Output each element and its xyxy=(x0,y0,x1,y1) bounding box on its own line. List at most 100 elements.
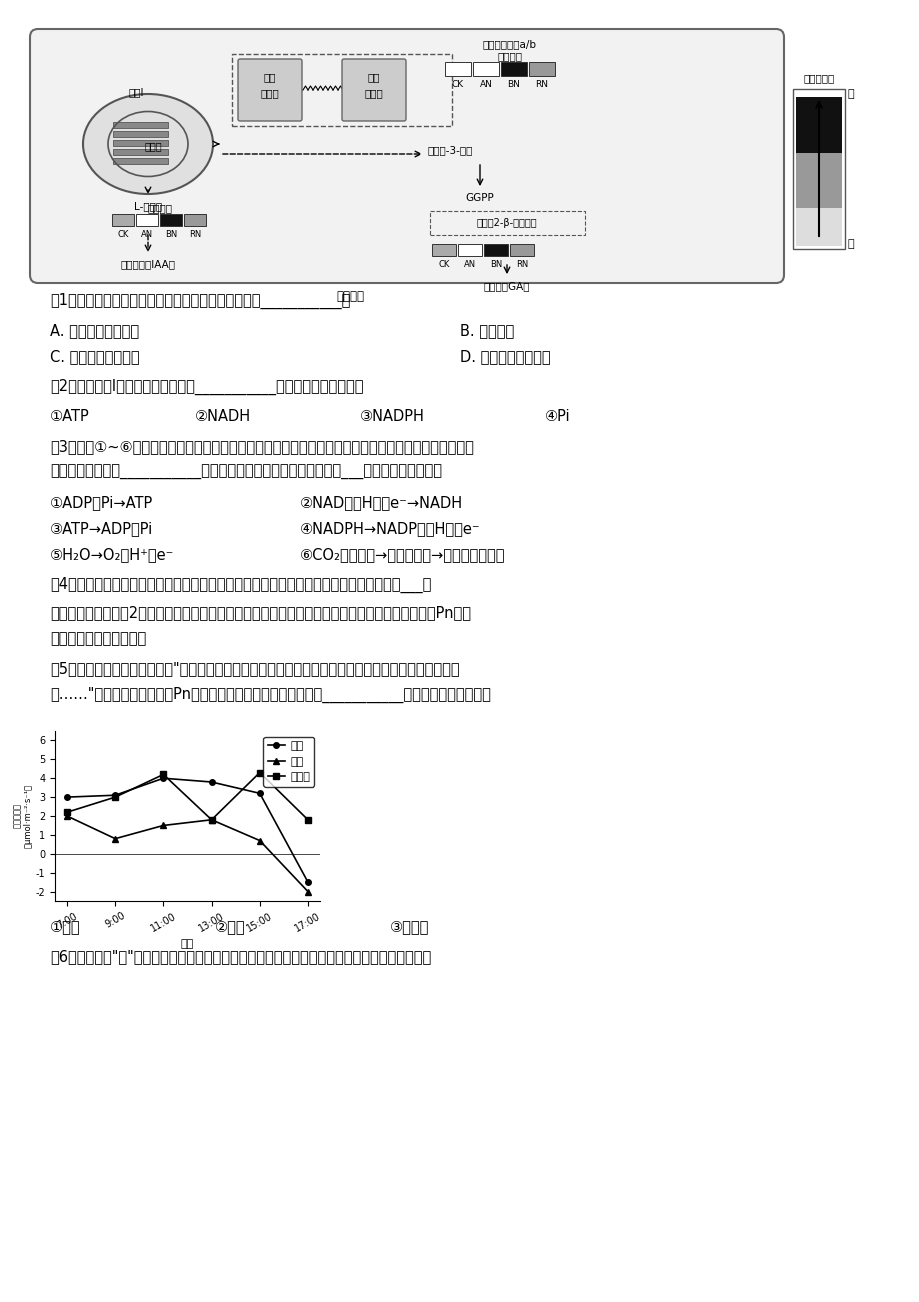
Text: GGPP: GGPP xyxy=(465,193,494,203)
Bar xyxy=(184,214,206,227)
Ellipse shape xyxy=(83,94,213,194)
Legend: 晴天, 阴天, 多云天: 晴天, 阴天, 多云天 xyxy=(263,737,314,786)
X-axis label: 时间: 时间 xyxy=(181,939,194,949)
Text: 复合物: 复合物 xyxy=(260,89,279,98)
Bar xyxy=(113,122,168,128)
Text: 复合物: 复合物 xyxy=(364,89,383,98)
Text: CK: CK xyxy=(118,230,129,240)
Text: 连接蛋白: 连接蛋白 xyxy=(497,51,522,61)
Line: 多云天: 多云天 xyxy=(64,769,311,823)
Bar xyxy=(472,62,498,76)
Bar xyxy=(112,214,134,227)
Line: 阴天: 阴天 xyxy=(64,814,311,894)
多云天 xyxy=(206,812,217,828)
Text: （5）宋代《北苑别录》记载："茶园内为桐木则留焉。桐木之性与茶相宜，茶至夏而畏日，桐木至春而渐: （5）宋代《北苑别录》记载："茶园内为桐木则留焉。桐木之性与茶相宜，茶至夏而畏日… xyxy=(50,661,460,676)
Text: ①晴天: ①晴天 xyxy=(50,919,81,934)
Text: ④NADPH→NADP＋＋H＋＋e⁻: ④NADPH→NADP＋＋H＋＋e⁻ xyxy=(300,521,480,536)
Text: 结构I: 结构I xyxy=(128,87,143,98)
Bar xyxy=(792,89,844,249)
Text: BN: BN xyxy=(165,230,177,240)
多云天 xyxy=(62,805,73,820)
Bar xyxy=(136,214,158,227)
Text: A. 光能的捕获与转换: A. 光能的捕获与转换 xyxy=(50,323,139,339)
阴天 xyxy=(206,812,217,828)
Bar xyxy=(113,141,168,146)
Bar xyxy=(795,98,841,154)
Bar xyxy=(113,132,168,137)
Text: 光系统叶绿素a/b: 光系统叶绿素a/b xyxy=(482,39,537,49)
Bar xyxy=(509,243,533,256)
晴天 xyxy=(302,875,313,891)
Text: RN: RN xyxy=(516,260,528,270)
Text: 赤霉素（GA）: 赤霉素（GA） xyxy=(483,281,529,292)
Text: ⑥CO₂＋五碳糖→三碳化合物→三碳糖和五碳糖: ⑥CO₂＋五碳糖→三碳化合物→三碳糖和五碳糖 xyxy=(300,547,505,562)
Text: BN: BN xyxy=(507,79,520,89)
Text: CK: CK xyxy=(451,79,463,89)
Text: 吲哚乙酸（IAA）: 吲哚乙酸（IAA） xyxy=(120,259,176,270)
FancyBboxPatch shape xyxy=(30,29,783,283)
Text: ③多云天: ③多云天 xyxy=(390,919,429,934)
晴天 xyxy=(206,775,217,790)
FancyBboxPatch shape xyxy=(238,59,301,121)
Text: 多: 多 xyxy=(847,89,854,99)
Bar xyxy=(501,62,527,76)
阴天 xyxy=(109,831,120,846)
Text: 赤霉素2-β-双加氧酶: 赤霉素2-β-双加氧酶 xyxy=(476,217,537,228)
Text: 捕光: 捕光 xyxy=(264,72,276,82)
Text: 茶园间作（相间种植2种或以上植物）也是提高茶树品质的一种方法，不但有利于提高净光合速率（Pn），: 茶园间作（相间种植2种或以上植物）也是提高茶树品质的一种方法，不但有利于提高净光… xyxy=(50,605,471,620)
Text: （6）土壤中的"氮"俗称茶树的生命元素。在缺氮土壤中，茶树细胞内物质含量不直接受影响的是: （6）土壤中的"氮"俗称茶树的生命元素。在缺氮土壤中，茶树细胞内物质含量不直接受… xyxy=(50,949,431,963)
Text: 三碳糖: 三碳糖 xyxy=(144,141,162,151)
阴天 xyxy=(62,809,73,824)
Text: 叶肉细胞: 叶肉细胞 xyxy=(335,290,364,303)
Text: （3）下列①~⑥表示茶树叶肉细胞内的部分物质变化。据上图判断，蓝光对吲哚乙酸生物合成的影响主要: （3）下列①~⑥表示茶树叶肉细胞内的部分物质变化。据上图判断，蓝光对吲哚乙酸生物… xyxy=(50,439,473,454)
Text: 表现在光合作用的___________反应阶段，该阶段主要的物质变化是___（用下列编号选填）: 表现在光合作用的___________反应阶段，该阶段主要的物质变化是___（用… xyxy=(50,465,441,480)
Text: ⑤H₂O→O₂＋H⁺＋e⁻: ⑤H₂O→O₂＋H⁺＋e⁻ xyxy=(50,547,175,562)
晴天 xyxy=(158,771,169,786)
Line: 晴天: 晴天 xyxy=(64,776,311,885)
Bar xyxy=(795,208,841,246)
Bar xyxy=(458,243,482,256)
Text: 捕光: 捕光 xyxy=(368,72,380,82)
阴天 xyxy=(158,818,169,833)
Text: C. 储能化合物的消耗: C. 储能化合物的消耗 xyxy=(50,349,140,365)
Text: ②NAD＋＋H＋＋e⁻→NADH: ②NAD＋＋H＋＋e⁻→NADH xyxy=(300,495,462,510)
阴天 xyxy=(254,833,265,849)
Text: RN: RN xyxy=(188,230,201,240)
Text: BN: BN xyxy=(489,260,502,270)
Text: ②NADH: ②NADH xyxy=(195,409,251,424)
Text: L-色氨酸: L-色氨酸 xyxy=(134,201,162,211)
Bar xyxy=(483,243,507,256)
Text: 甘油醛-3-磷酸: 甘油醛-3-磷酸 xyxy=(427,145,473,155)
Text: AN: AN xyxy=(463,260,475,270)
Bar xyxy=(429,211,584,234)
Text: ①ADP＋Pi→ATP: ①ADP＋Pi→ATP xyxy=(50,495,153,510)
Bar xyxy=(445,62,471,76)
Text: AN: AN xyxy=(479,79,492,89)
Bar xyxy=(528,62,554,76)
Text: ③ATP→ADP＋Pi: ③ATP→ADP＋Pi xyxy=(50,521,153,536)
Y-axis label: 净光合速率
（μmol·m⁻²·s⁻¹）: 净光合速率 （μmol·m⁻²·s⁻¹） xyxy=(14,784,33,848)
Text: 蛋白质含量: 蛋白质含量 xyxy=(802,73,834,83)
多云天 xyxy=(302,812,313,828)
Text: 少: 少 xyxy=(847,240,854,249)
FancyBboxPatch shape xyxy=(342,59,405,121)
晴天 xyxy=(62,789,73,805)
晴天 xyxy=(109,788,120,803)
Text: （1）据图推测，下列反应可能与捕光复合物有关的是___________。: （1）据图推测，下列反应可能与捕光复合物有关的是___________。 xyxy=(50,293,350,309)
Text: 酶脱氨酶: 酶脱氨酶 xyxy=(147,203,173,214)
Text: AN: AN xyxy=(141,230,153,240)
Bar xyxy=(113,148,168,155)
Text: ②阴天: ②阴天 xyxy=(215,919,245,934)
Text: CK: CK xyxy=(437,260,449,270)
Bar xyxy=(113,158,168,164)
Bar xyxy=(432,243,456,256)
多云天 xyxy=(254,764,265,780)
Text: D. 高能化合物的形成: D. 高能化合物的形成 xyxy=(460,349,550,365)
Text: （4）使用蓝色遮阳网可提高茶树品质，但也存在减产风险。据上图及已学知识，阐述原因___。: （4）使用蓝色遮阳网可提高茶树品质，但也存在减产风险。据上图及已学知识，阐述原因… xyxy=(50,577,431,594)
Text: ①ATP: ①ATP xyxy=(50,409,90,424)
Text: B. 水的光解: B. 水的光解 xyxy=(460,323,514,339)
Bar xyxy=(795,154,841,208)
Bar xyxy=(232,53,451,126)
多云天 xyxy=(158,767,169,783)
多云天 xyxy=(109,789,120,805)
